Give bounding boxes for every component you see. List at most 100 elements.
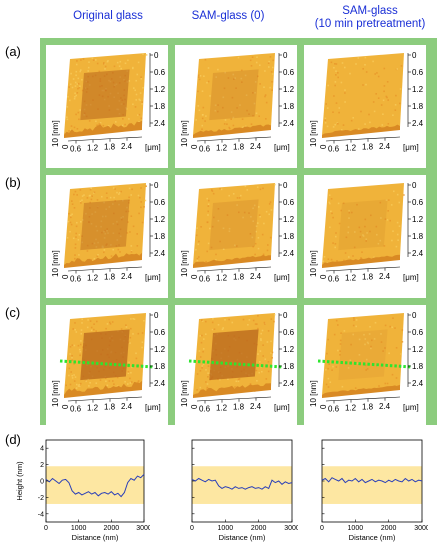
- height-profile-line: [45, 474, 145, 498]
- x-tick-label: 1.2: [87, 404, 99, 413]
- y-zero-label: 0: [319, 404, 328, 409]
- x-tick-label: 1.2: [345, 274, 357, 283]
- z-tick-label: 1.8: [154, 362, 166, 371]
- column-heading-line1: SAM-glass: [342, 5, 398, 17]
- afm-surface-plot: 00.61.21.82.40.6 1.2 1.8 2.4 [μm]10 [nm] 0: [309, 181, 424, 284]
- z-tick-label: 2.4: [412, 379, 424, 388]
- x-tick-label: 2000: [381, 525, 397, 532]
- x-tick-label: 0.6: [328, 145, 340, 154]
- tolerance-band: [46, 466, 144, 504]
- y-zero-label: 0: [319, 144, 328, 149]
- x-tick-label: 3000: [136, 525, 150, 532]
- y-unit-label: 10 [nm]: [51, 120, 60, 147]
- z-tick-label: 0: [283, 51, 288, 60]
- z-tick-label: 0: [283, 311, 288, 320]
- x-tick-label: 2.4: [121, 402, 133, 411]
- x-unit-label: [μm]: [274, 143, 290, 152]
- x-tick-label: 1.8: [104, 273, 116, 282]
- afm-surface: [322, 313, 404, 398]
- x-axis-label: Distance (nm): [72, 533, 119, 542]
- z-tick-label: 2.4: [154, 379, 166, 388]
- x-tick-label: 1.8: [104, 143, 116, 152]
- z-tick-label: 0.6: [154, 68, 166, 77]
- x-tick-label: 3000: [284, 525, 298, 532]
- x-tick-label: 1.8: [104, 403, 116, 412]
- x-tick-label: 0: [44, 525, 48, 532]
- y-zero-label: 0: [190, 404, 199, 409]
- x-tick-label: 2.4: [121, 272, 133, 281]
- afm-surface-plot: 00.61.21.82.40.6 1.2 1.8 2.4 [μm]10 [nm] 0: [51, 181, 166, 284]
- afm-surface: [322, 53, 404, 138]
- y-zero-label: 0: [190, 144, 199, 149]
- z-tick-label: 0.6: [412, 328, 424, 337]
- column-heading-sam-glass-10min: SAM-glass (10 min pretreatment): [300, 5, 440, 31]
- afm-panel: 0 0.6 1.2 1.8 2.4 0.6 1.2 1.8 2.4 [μm] 10 [nm] 0: [46, 305, 168, 428]
- z-tick-label: 0.6: [283, 328, 295, 337]
- height-profile-chart: 0 1000 2000 3000 Distance (nm) -4 -2 0 2 4 Height …: [14, 436, 152, 544]
- column-heading-original: Original glass: [73, 10, 143, 22]
- x-unit-label: [μm]: [403, 273, 419, 282]
- z-tick-label: 0: [154, 51, 159, 60]
- x-tick-label: 2.4: [250, 272, 262, 281]
- row-label-c: (c): [5, 305, 21, 320]
- x-tick-label: 0: [190, 525, 194, 532]
- x-tick-label: 1.8: [233, 273, 245, 282]
- y-zero-label: 0: [61, 404, 70, 409]
- x-tick-label: 0.6: [328, 275, 340, 284]
- z-tick-label: 0.6: [283, 68, 295, 77]
- x-tick-label: 0.6: [70, 145, 82, 154]
- z-tick-label: 2.4: [154, 119, 166, 128]
- afm-surface: [64, 53, 148, 138]
- x-tick-label: 0.6: [199, 405, 211, 414]
- z-tick-label: 1.2: [412, 345, 424, 354]
- z-tick-label: 1.2: [154, 345, 166, 354]
- z-tick-label: 0.6: [412, 198, 424, 207]
- y-unit-label: 10 [nm]: [180, 380, 189, 407]
- z-tick-label: 2.4: [154, 249, 166, 258]
- row-label-b: (b): [5, 175, 21, 190]
- afm-surface-plot: 00.61.21.82.40.6 1.2 1.8 2.4 [μm]10 [nm] 0: [180, 311, 295, 414]
- y-unit-label: 10 [nm]: [309, 120, 318, 147]
- z-tick-label: 0: [412, 311, 417, 320]
- y-zero-label: 0: [61, 274, 70, 279]
- y-tick-label: 4: [40, 446, 44, 453]
- z-tick-label: 1.8: [154, 232, 166, 241]
- z-tick-label: 2.4: [283, 379, 295, 388]
- y-unit-label: 10 [nm]: [180, 250, 189, 277]
- x-tick-label: 2000: [251, 525, 267, 532]
- z-tick-label: 0.6: [412, 68, 424, 77]
- x-unit-label: [μm]: [403, 403, 419, 412]
- z-tick-label: 1.8: [154, 102, 166, 111]
- afm-surface-plot: 00.61.21.82.40.6 1.2 1.8 2.4 [μm]10 [nm] 0: [309, 51, 424, 154]
- z-tick-label: 0: [283, 181, 288, 190]
- x-tick-label: 1.2: [87, 144, 99, 153]
- afm-surface: [322, 183, 405, 268]
- z-tick-label: 0: [412, 181, 417, 190]
- z-tick-label: 1.8: [412, 232, 424, 241]
- x-tick-label: 2000: [104, 525, 120, 532]
- x-tick-label: 1.2: [345, 404, 357, 413]
- tolerance-band: [322, 466, 422, 504]
- x-tick-label: 1000: [71, 525, 87, 532]
- x-axis-label: Distance (nm): [219, 533, 266, 542]
- height-profile-chart: 0 1000 2000 3000 Distance (nm): [168, 436, 300, 544]
- x-tick-label: 1.8: [362, 403, 374, 412]
- z-tick-label: 1.2: [412, 215, 424, 224]
- afm-surface: [193, 183, 276, 268]
- y-tick-label: 2: [40, 462, 44, 469]
- x-tick-label: 2.4: [250, 142, 262, 151]
- x-tick-label: 0.6: [70, 275, 82, 284]
- x-unit-label: [μm]: [403, 143, 419, 152]
- height-profile-line: [191, 477, 293, 490]
- x-tick-label: 1.2: [87, 274, 99, 283]
- afm-surface-plot: 00.61.21.82.40.6 1.2 1.8 2.4 [μm]10 [nm] 0: [180, 181, 295, 284]
- afm-panel: 0 0.6 1.2 1.8 2.4 0.6 1.2 1.8 2.4 [μm] 10 [nm] 0: [304, 175, 426, 298]
- z-tick-label: 0.6: [154, 198, 166, 207]
- x-tick-label: 1.8: [233, 143, 245, 152]
- y-unit-label: 10 [nm]: [51, 250, 60, 277]
- y-unit-label: 10 [nm]: [309, 250, 318, 277]
- x-unit-label: [μm]: [145, 403, 161, 412]
- x-unit-label: [μm]: [145, 273, 161, 282]
- row-label-a: (a): [5, 44, 21, 59]
- y-zero-label: 0: [190, 274, 199, 279]
